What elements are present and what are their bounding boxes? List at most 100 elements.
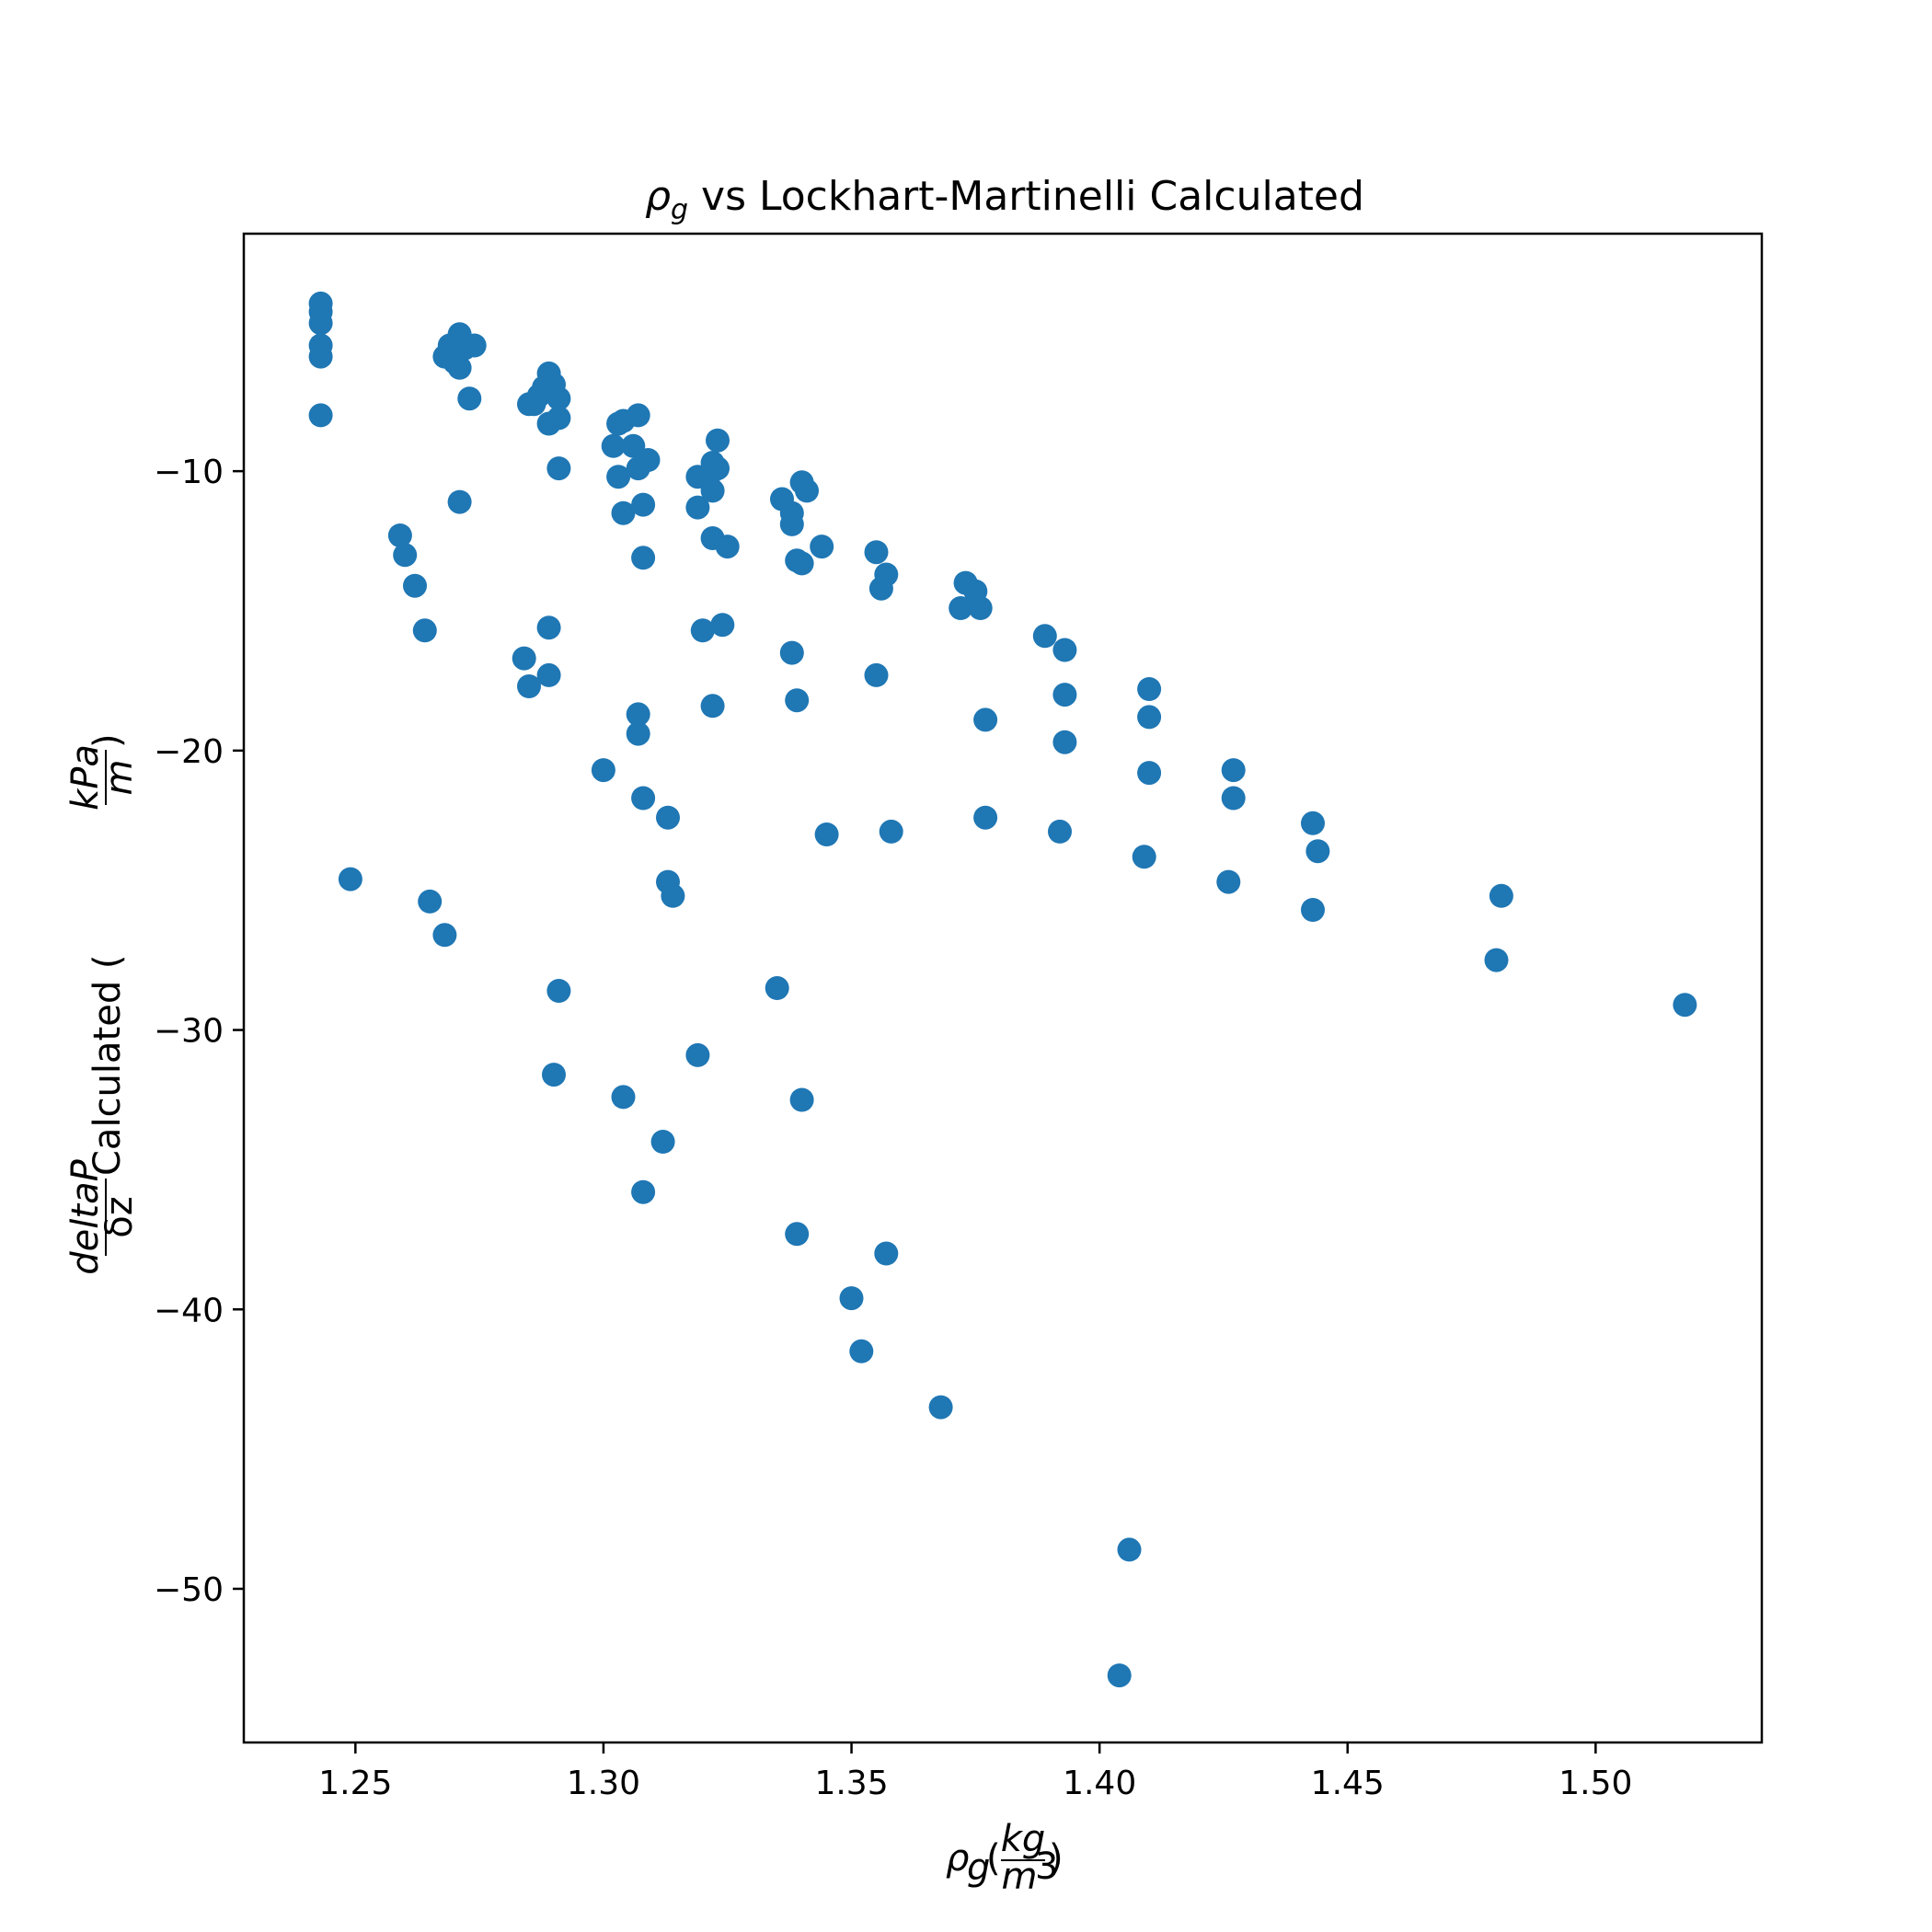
y-tick-label: −30: [154, 1013, 224, 1051]
scatter-point: [447, 489, 472, 514]
scatter-point: [795, 478, 819, 503]
plot-frame: [242, 232, 1764, 1744]
scatter-point: [546, 456, 571, 481]
scatter-point: [810, 535, 834, 559]
scatter-point: [1137, 677, 1162, 701]
x-tick-label: 1.30: [567, 1765, 640, 1802]
scatter-point: [601, 433, 626, 458]
chart-title: ρg vs Lockhart-Martinelli Calculated: [645, 173, 1364, 226]
scatter-point: [1132, 845, 1156, 869]
scatter-point: [700, 694, 725, 719]
scatter-point: [636, 448, 661, 472]
scatter-point: [1305, 839, 1330, 864]
scatter-point: [536, 615, 561, 640]
scatter-point: [611, 500, 636, 525]
scatter-point: [1117, 1537, 1142, 1562]
svg-text:g: g: [967, 1846, 990, 1889]
scatter-point: [706, 456, 730, 481]
scatter-point: [631, 546, 656, 570]
y-axis-ticks: −10 −20 −30 −40 −50: [154, 454, 244, 1609]
scatter-point: [874, 562, 899, 587]
svg-text:m: m: [98, 760, 141, 796]
scatter-point: [656, 805, 680, 830]
scatter-point: [1137, 705, 1162, 730]
x-axis-label: ρ g ( kg m 3 ): [946, 1818, 1064, 1898]
scatter-point: [462, 333, 487, 358]
scatter-point: [1301, 898, 1325, 922]
scatter-point: [631, 492, 656, 517]
scatter-point: [631, 786, 656, 811]
scatter-point: [621, 433, 646, 458]
scatter-point: [789, 1087, 814, 1112]
scatter-point: [874, 1241, 899, 1266]
scatter-point: [546, 406, 571, 431]
svg-text:δz: δz: [98, 1196, 141, 1237]
scatter-point: [700, 478, 725, 503]
svg-text:m: m: [1002, 1856, 1038, 1898]
scatter-point: [418, 889, 443, 914]
svg-text:): ): [1049, 1837, 1064, 1880]
y-tick-label: −10: [154, 454, 224, 491]
svg-text:ρ: ρ: [946, 1837, 969, 1880]
scatter-point: [626, 721, 650, 746]
x-axis-ticks: 1.25 1.30 1.35 1.40 1.45 1.50: [318, 1742, 1632, 1802]
y-tick-label: −50: [154, 1571, 224, 1609]
svg-text:): ): [86, 733, 129, 748]
svg-text:3: 3: [1035, 1846, 1058, 1888]
scatter-point: [1673, 993, 1697, 1018]
scatter-point: [546, 386, 571, 411]
svg-text:Calculated (: Calculated (: [86, 954, 129, 1176]
scatter-point: [1221, 758, 1246, 783]
y-axis-label: deltaP δz Calculated ( kPa m ): [64, 733, 141, 1274]
scatter-point: [928, 1395, 953, 1420]
scatter-point: [785, 1222, 810, 1247]
scatter-point: [308, 344, 333, 369]
scatter-point: [1221, 786, 1246, 811]
scatter-point: [879, 819, 903, 844]
scatter-point: [1052, 683, 1077, 707]
scatter-point: [785, 688, 810, 713]
scatter-point: [690, 618, 715, 643]
scatter-point: [512, 646, 536, 671]
data-points: [308, 291, 1697, 1688]
scatter-point: [973, 805, 998, 830]
y-tick-label: −20: [154, 733, 224, 771]
scatter-point: [839, 1286, 864, 1311]
scatter-point: [650, 1130, 675, 1154]
scatter-point: [949, 596, 973, 620]
scatter-point: [1137, 761, 1162, 786]
scatter-point: [393, 543, 418, 568]
y-tick-label: −40: [154, 1292, 224, 1329]
scatter-point: [338, 867, 362, 891]
scatter-point: [457, 386, 482, 411]
scatter-point: [1216, 869, 1241, 894]
x-tick-label: 1.25: [318, 1765, 392, 1802]
scatter-point: [542, 1063, 566, 1087]
scatter-point: [710, 613, 735, 638]
scatter-point: [814, 822, 839, 846]
scatter-point: [606, 465, 631, 489]
scatter-point: [1048, 819, 1072, 844]
scatter-point: [611, 1085, 636, 1110]
scatter-point: [1032, 624, 1057, 649]
scatter-point: [1301, 811, 1325, 835]
scatter-point: [789, 551, 814, 576]
scatter-point: [706, 428, 730, 453]
scatter-point: [517, 674, 541, 698]
scatter-point: [1052, 638, 1077, 662]
scatter-point: [536, 662, 561, 687]
scatter-point: [403, 573, 427, 598]
scatter-point: [765, 976, 789, 1000]
scatter-point: [626, 403, 650, 428]
scatter-point: [661, 883, 685, 908]
scatter-point: [631, 1179, 656, 1204]
svg-text:kPa: kPa: [64, 744, 107, 811]
scatter-point: [1489, 883, 1513, 908]
scatter-point: [849, 1339, 874, 1363]
scatter-point: [968, 596, 993, 620]
svg-text:(: (: [986, 1837, 1001, 1880]
scatter-point: [1052, 730, 1077, 754]
scatter-point: [685, 1042, 710, 1067]
